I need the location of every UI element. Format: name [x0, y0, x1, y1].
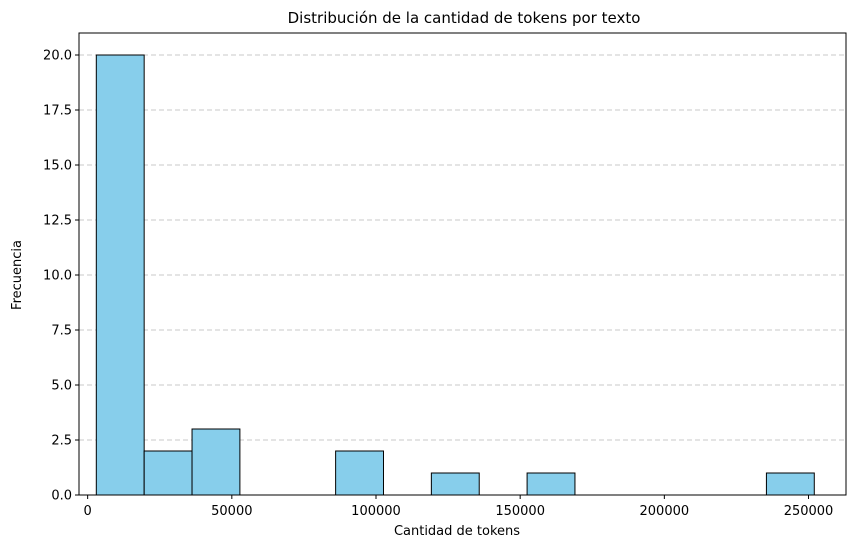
grid-lines	[79, 54, 846, 441]
x-axis-ticks: 0 50000 100000 150000 200000 250000	[84, 495, 834, 519]
y-tick-label: 20.0	[43, 49, 72, 64]
histogram-bar	[765, 472, 815, 496]
y-tick-label: 2.5	[51, 434, 72, 449]
x-axis-title: Cantidad de tokens	[394, 524, 520, 539]
histogram-bar	[95, 54, 145, 496]
x-tick-label: 100000	[351, 504, 401, 519]
y-axis-title: Frecuencia	[10, 240, 25, 310]
y-tick-label: 5.0	[51, 379, 72, 394]
y-tick-label: 12.5	[43, 214, 72, 229]
histogram-bar	[526, 472, 576, 496]
y-tick-label: 7.5	[51, 324, 72, 339]
histogram-bar	[430, 472, 480, 496]
y-tick-label: 15.0	[43, 159, 72, 174]
x-tick-label: 50000	[211, 504, 252, 519]
y-tick-label: 0.0	[51, 489, 72, 504]
x-tick-label: 150000	[495, 504, 545, 519]
histogram-bar	[143, 450, 193, 496]
x-tick-label: 200000	[640, 504, 690, 519]
chart-title: Distribución de la cantidad de tokens po…	[288, 9, 641, 27]
histogram-bars	[95, 54, 815, 496]
plot-frame	[78, 32, 847, 496]
y-axis-ticks: 0.0 2.5 5.0 7.5 10.0 12.5 15.0 17.5 20.0	[43, 49, 79, 504]
x-tick-label: 250000	[784, 504, 834, 519]
histogram-bar	[335, 450, 384, 496]
x-tick-label: 0	[84, 504, 92, 519]
y-tick-label: 10.0	[43, 269, 72, 284]
y-tick-label: 17.5	[43, 104, 72, 119]
histogram-bar	[191, 428, 241, 496]
